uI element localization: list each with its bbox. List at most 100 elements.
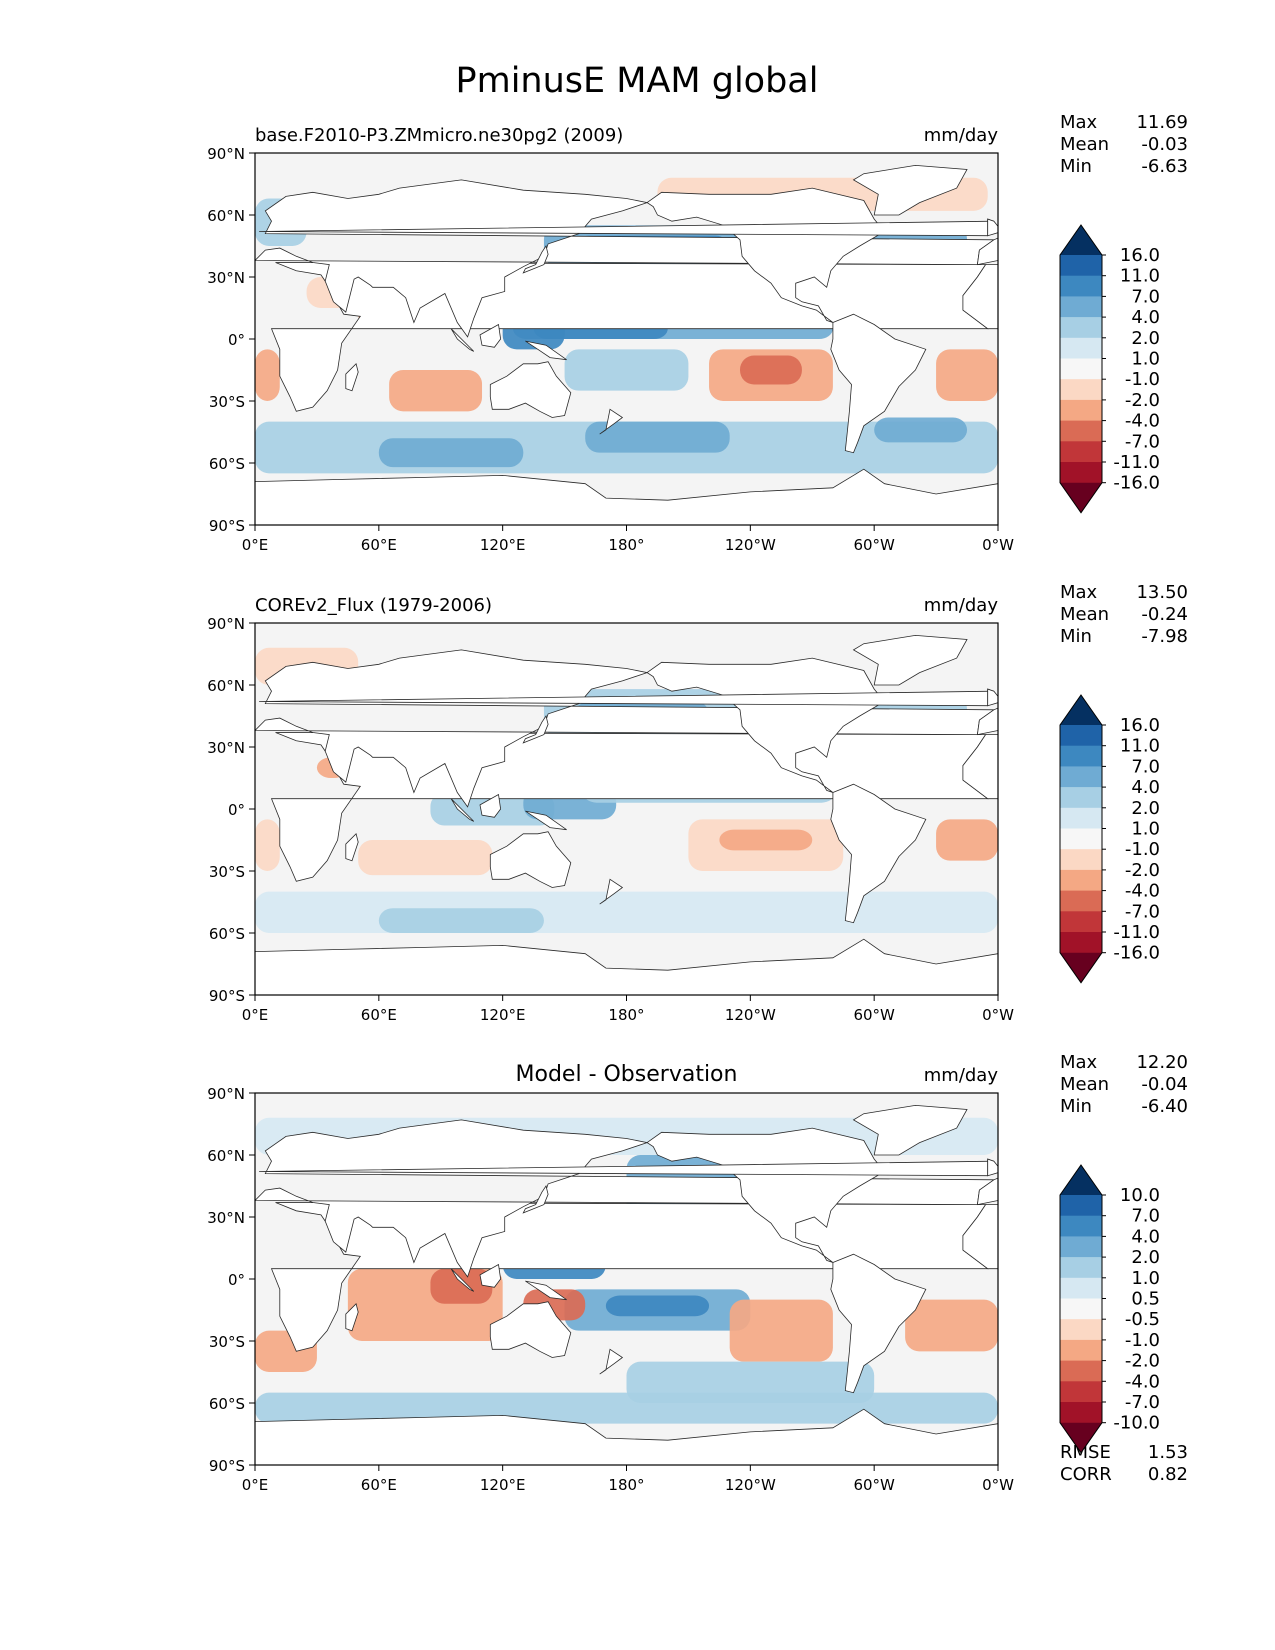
- stat-value-mean: -0.04: [1141, 1074, 1188, 1095]
- map-panel-diff: Model - Observation mm/day 90°N 60°N 30°N 0° 3…: [207, 1052, 1188, 1494]
- coastline: [987, 218, 998, 237]
- contour-region: [719, 829, 813, 851]
- contour-region: [905, 1299, 998, 1352]
- coastline: [852, 164, 968, 216]
- colorbar-segment: [1060, 890, 1102, 912]
- panel-title-left: base.F2010-P3.ZMmicro.ne30pg2 (2009): [255, 125, 623, 146]
- stat-value-mean: -0.03: [1141, 134, 1188, 155]
- coastline: [987, 688, 998, 707]
- colorbar-segment: [1060, 1381, 1102, 1403]
- lon-tick-label: 60°E: [361, 1476, 397, 1494]
- lat-tick-label: 90°N: [207, 615, 245, 633]
- stat-label-mean: Mean: [1060, 604, 1109, 625]
- colorbar-extend-min: [1060, 1422, 1102, 1453]
- coastline: [255, 468, 998, 525]
- coastline: [525, 810, 567, 831]
- colorbar-tick-label: -1.0: [1125, 1330, 1160, 1351]
- colorbar-segment: [1060, 275, 1102, 297]
- lon-tick-label: 120°W: [725, 1476, 776, 1494]
- lon-tick-label: 180°: [608, 536, 644, 554]
- lon-tick-label: 0°E: [242, 1476, 269, 1494]
- colorbar-segment: [1060, 317, 1102, 339]
- lat-tick-label: 0°: [228, 801, 245, 819]
- lat-tick-label: 30°N: [207, 739, 245, 757]
- panel-units: mm/day: [924, 125, 999, 146]
- land-mask: [255, 634, 998, 995]
- lat-tick-label: 30°S: [209, 1333, 245, 1351]
- panel-title-center: Model - Observation: [516, 1062, 738, 1087]
- lon-tick-label: 120°E: [480, 1476, 526, 1494]
- colorbar-segment: [1060, 379, 1102, 401]
- colorbar-segment: [1060, 255, 1102, 277]
- coastline: [976, 237, 998, 266]
- contour-region: [378, 908, 544, 933]
- coastline: [479, 1263, 502, 1288]
- contour-region: [564, 349, 689, 391]
- colorbar: 16.011.07.04.02.01.0-1.0-2.0-4.0-7.0-11.…: [1059, 694, 1160, 984]
- contour-region: [585, 421, 730, 453]
- coastline: [962, 1204, 998, 1270]
- colorbar-tick-label: -7.0: [1125, 1392, 1160, 1413]
- colorbar-segment: [1060, 462, 1102, 484]
- lon-tick-label: 0°E: [242, 1006, 269, 1024]
- coastline: [345, 1303, 359, 1332]
- colorbar-extend-min: [1060, 482, 1102, 513]
- colorbar-segment: [1060, 1360, 1102, 1382]
- stat-value-max: 13.50: [1136, 582, 1188, 603]
- contour-region: [358, 840, 493, 876]
- lon-tick-label: 60°E: [361, 1006, 397, 1024]
- coastline: [255, 1119, 996, 1278]
- coastline: [525, 1280, 567, 1301]
- land-mask: [255, 1104, 998, 1465]
- contour-region: [378, 438, 524, 468]
- coastline: [450, 1268, 475, 1292]
- colorbar-segment: [1060, 296, 1102, 318]
- colorbar-segment: [1060, 1402, 1102, 1424]
- map-panel-model: base.F2010-P3.ZMmicro.ne30pg2 (2009) mm/d…: [207, 112, 1188, 554]
- panel-title-left: COREv2_Flux (1979-2006): [255, 595, 492, 616]
- stat-label-rmse: RMSE: [1060, 1442, 1111, 1463]
- coastline: [489, 1301, 572, 1358]
- panel-units: mm/day: [924, 1065, 999, 1086]
- colorbar-tick-label: -16.0: [1113, 473, 1160, 494]
- colorbar-segment: [1060, 745, 1102, 767]
- colorbar-tick-label: 1.0: [1131, 819, 1160, 840]
- coastline: [345, 363, 359, 392]
- lon-tick-label: 120°E: [480, 536, 526, 554]
- colorbar-tick-label: 7.0: [1131, 756, 1160, 777]
- lon-tick-label: 0°W: [982, 536, 1014, 554]
- colorbar-tick-label: -4.0: [1125, 881, 1160, 902]
- coastline: [852, 634, 968, 686]
- lat-tick-label: 60°N: [207, 1147, 245, 1165]
- lat-tick-label: 30°S: [209, 863, 245, 881]
- contour-region: [389, 370, 483, 412]
- colorbar-segment: [1060, 1339, 1102, 1362]
- colorbar-tick-label: 1.0: [1131, 349, 1160, 370]
- lat-tick-label: 30°S: [209, 393, 245, 411]
- colorbar-tick-label: 1.0: [1131, 1268, 1160, 1289]
- colorbar-segment: [1060, 358, 1102, 380]
- coastline: [962, 264, 998, 330]
- contour-region: [936, 349, 998, 401]
- contour-region: [255, 349, 280, 401]
- colorbar-tick-label: 16.0: [1120, 715, 1160, 736]
- coastline: [345, 833, 359, 862]
- contour-region: [255, 891, 998, 933]
- coastline: [830, 313, 927, 454]
- colorbar-tick-label: 11.0: [1120, 736, 1160, 757]
- panel-units: mm/day: [924, 595, 999, 616]
- lat-tick-label: 90°S: [209, 987, 245, 1005]
- colorbar-segment: [1060, 911, 1102, 933]
- colorbar-tick-label: -11.0: [1113, 922, 1160, 943]
- lat-tick-label: 60°S: [209, 1395, 245, 1413]
- colorbar-extend-max: [1060, 225, 1102, 255]
- lat-tick-label: 60°N: [207, 207, 245, 225]
- figure-title: PminusE MAM global: [456, 61, 819, 101]
- coastline: [852, 1104, 968, 1156]
- lon-tick-label: 60°W: [853, 536, 895, 554]
- coastline: [522, 715, 549, 744]
- lat-tick-label: 30°N: [207, 1209, 245, 1227]
- coastline: [489, 361, 572, 418]
- lon-tick-label: 180°: [608, 1476, 644, 1494]
